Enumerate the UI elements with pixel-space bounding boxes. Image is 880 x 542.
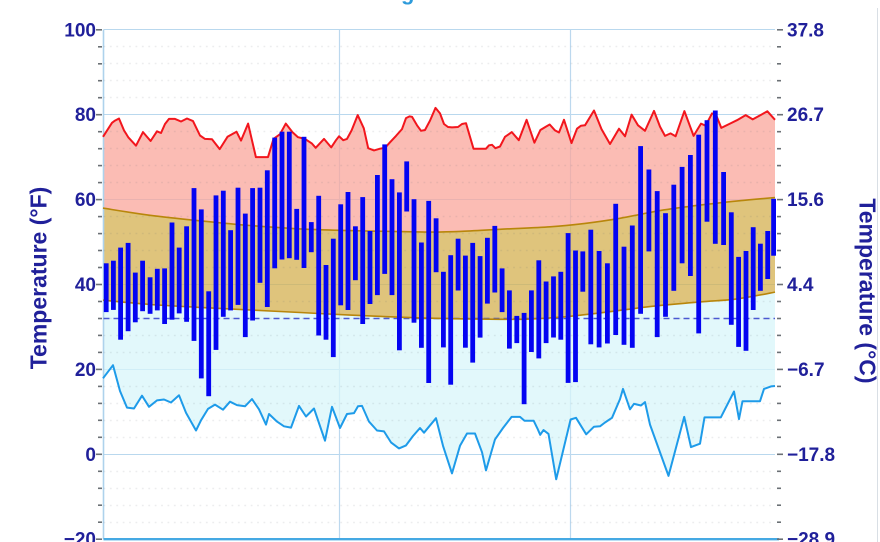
svg-text:37.8: 37.8	[787, 20, 824, 41]
svg-text:100: 100	[64, 20, 96, 41]
svg-text:26.7: 26.7	[787, 105, 824, 126]
svg-text:−17.8: −17.8	[787, 445, 835, 466]
svg-text:0: 0	[85, 445, 96, 466]
svg-text:15.6: 15.6	[787, 190, 824, 211]
svg-text:40: 40	[75, 275, 96, 296]
svg-text:60: 60	[75, 190, 96, 211]
svg-text:Temperature (°C): Temperature (°C)	[855, 198, 880, 383]
svg-text:g: g	[401, 0, 414, 5]
svg-text:−6.7: −6.7	[787, 360, 825, 381]
svg-text:20: 20	[75, 360, 96, 381]
svg-text:−20: −20	[64, 530, 96, 542]
svg-text:4.4: 4.4	[787, 275, 814, 296]
svg-text:80: 80	[75, 105, 96, 126]
svg-text:−28.9: −28.9	[787, 530, 835, 542]
svg-text:Temperature (°F): Temperature (°F)	[26, 187, 52, 370]
